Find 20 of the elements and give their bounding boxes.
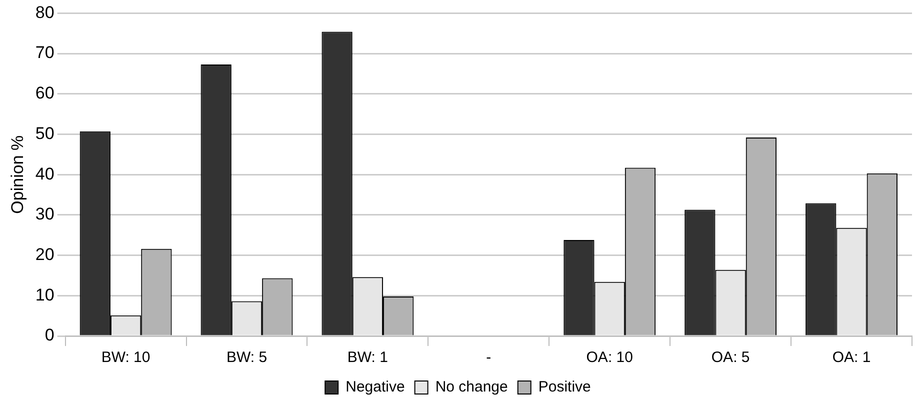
y-tick-label: 20 [35, 244, 54, 264]
x-tick-label: BW: 5 [226, 349, 268, 366]
legend-label: Positive [538, 378, 591, 396]
y-tick-label: 40 [35, 164, 54, 184]
y-tick-label: 70 [35, 43, 54, 62]
x-tick-label: OA: 1 [832, 349, 871, 366]
y-tick-label: 60 [35, 84, 54, 103]
x-tick-label: BW: 1 [347, 349, 388, 366]
y-tick-label: 10 [35, 285, 54, 304]
y-tick-label: 30 [35, 204, 54, 224]
x-tick-label: OA: 5 [711, 349, 750, 366]
y-tick-label: 50 [35, 124, 54, 143]
legend-label: Negative [346, 378, 405, 396]
y-axis-title: Opinion % [8, 135, 27, 214]
x-tick-label: BW: 10 [101, 349, 150, 366]
y-tick-label: 80 [35, 2, 54, 22]
legend-label: No change [435, 378, 508, 396]
x-tick-label: - [486, 349, 492, 366]
y-tick-label: 0 [44, 326, 54, 345]
x-tick-label: OA: 10 [586, 349, 633, 366]
